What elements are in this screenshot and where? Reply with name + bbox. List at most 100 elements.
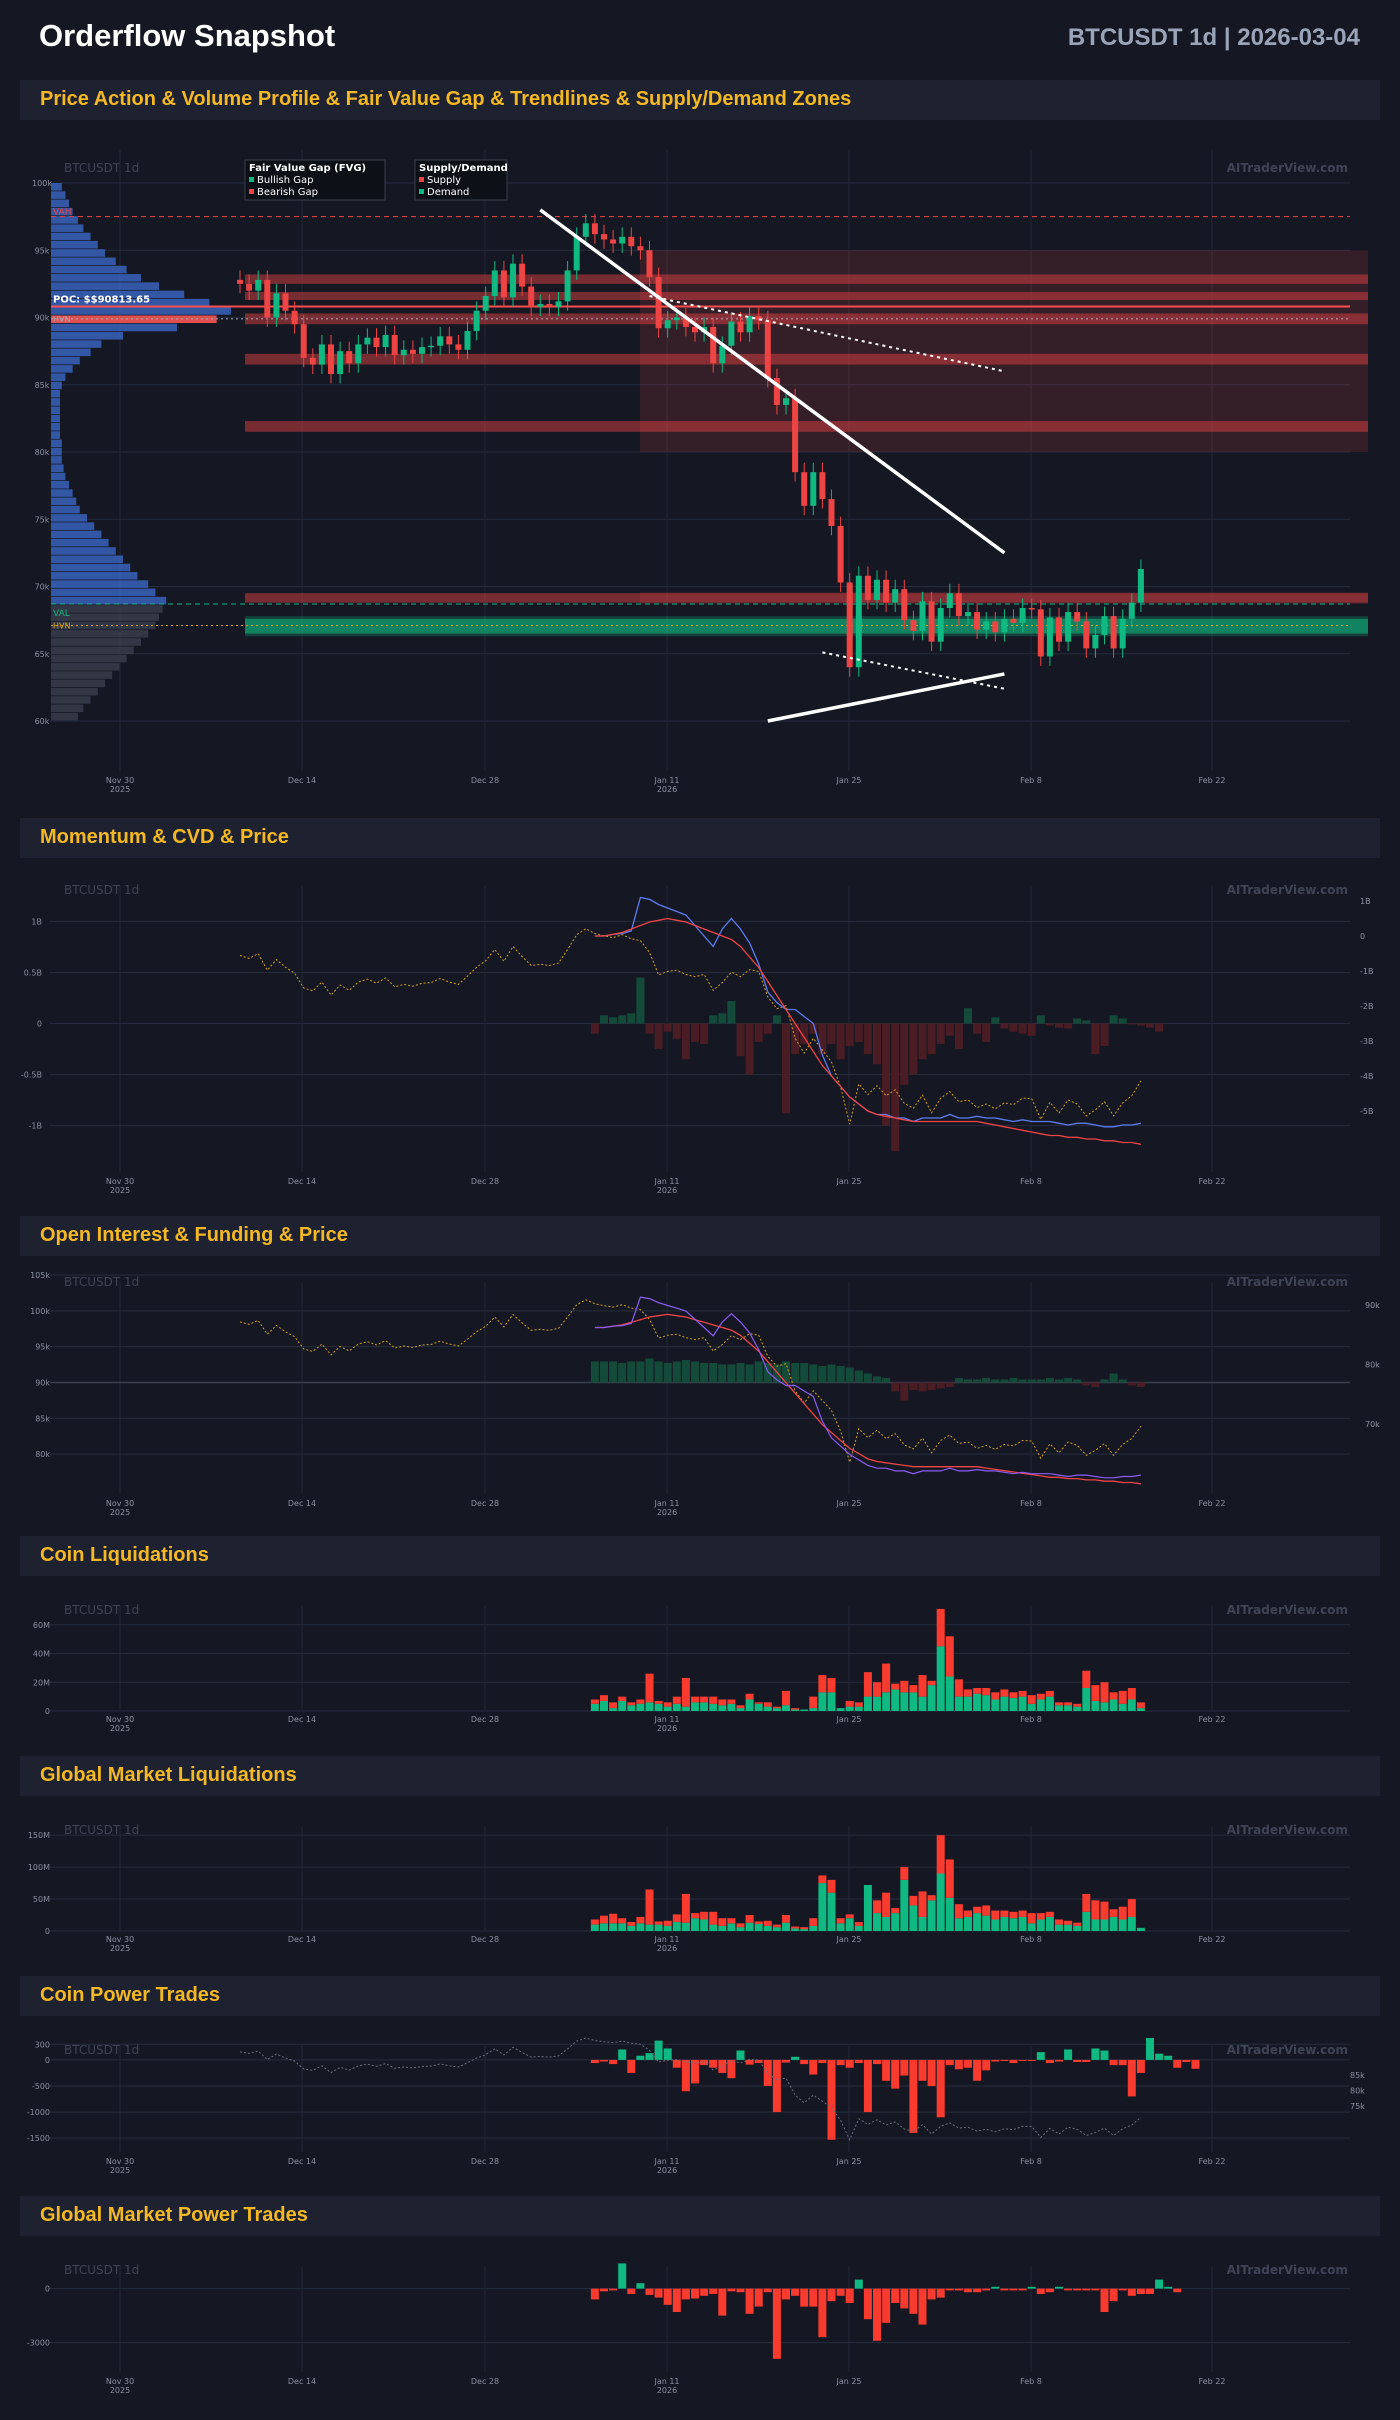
- power-trade-bar: [1118, 2288, 1127, 2291]
- volume-profile-bar: [51, 216, 78, 224]
- x-tick-label: Jan 25: [835, 776, 861, 785]
- x-tick-year: 2025: [110, 785, 130, 794]
- long-liq-bar: [1055, 1924, 1063, 1931]
- supply-zone: [640, 591, 1368, 604]
- short-liq-bar: [882, 1892, 891, 1917]
- long-liq-bar: [1127, 1916, 1136, 1931]
- short-liq-bar: [727, 1699, 736, 1704]
- funding-bar: [973, 1379, 982, 1383]
- power-trade-bar: [1127, 2059, 1136, 2097]
- short-liq-bar: [1118, 1906, 1127, 1920]
- short-liq-bar: [700, 1911, 709, 1920]
- power-trade-bar: [1091, 2048, 1100, 2060]
- y-tick-label: 95k: [35, 1343, 50, 1352]
- power-trade-bar: [718, 2288, 727, 2316]
- price-chart[interactable]: BTCUSDT 1d AITraderView.com 60k 65k 70k 75k 80…: [20, 130, 1380, 810]
- volume-profile-bar: [51, 431, 60, 439]
- x-tick-label: Feb 22: [1199, 1935, 1226, 1944]
- y-tick-label: -1500: [27, 2134, 50, 2143]
- funding-bar: [800, 1362, 809, 1383]
- candle-body: [628, 236, 635, 247]
- power-trade-bar: [827, 2288, 836, 2302]
- x-tick-label: Feb 22: [1199, 2377, 1226, 2386]
- candle-body: [637, 246, 644, 251]
- long-liq-bar: [681, 1706, 690, 1711]
- long-liq-bar: [672, 1703, 681, 1711]
- momentum-bar: [763, 1023, 772, 1034]
- volume-profile-bar: [51, 480, 69, 489]
- watermark-brand: AITraderView.com: [1227, 2043, 1348, 2057]
- power-trade-bar: [936, 2059, 945, 2118]
- short-liq-bar: [691, 1913, 699, 1919]
- short-liq-bar: [800, 1927, 809, 1930]
- volume-profile-bar: [51, 489, 73, 497]
- momentum-bar: [936, 1023, 945, 1044]
- power-trade-bar: [609, 2059, 618, 2065]
- oi-chart[interactable]: BTCUSDT 1d AITraderView.com 80k 85k 90k 95k 10…: [20, 1262, 1380, 1532]
- coin-power-panel[interactable]: BTCUSDT 1d AITraderView.com -1500 -1000 -500…: [20, 2026, 1380, 2196]
- y-tick-label: 50M: [33, 1895, 50, 1904]
- coin-liq-chart[interactable]: BTCUSDT 1d AITraderView.com 0 20M 40M 60M Nov …: [20, 1586, 1380, 1756]
- funding-bar: [1045, 1377, 1054, 1383]
- short-liq-bar: [609, 1913, 618, 1924]
- y-tick-label: 1B: [31, 917, 42, 926]
- funding-bar: [700, 1362, 709, 1383]
- power-trade-bar: [791, 2288, 800, 2296]
- short-liq-bar: [645, 1889, 654, 1925]
- volume-profile-bar: [51, 274, 141, 282]
- long-liq-bar: [609, 1923, 618, 1931]
- volume-profile-bar: [51, 580, 149, 588]
- momentum-panel[interactable]: BTCUSDT 1d AITraderView.com -1B -0.5B 0 0.5B 1…: [20, 866, 1380, 1216]
- coin-power-chart[interactable]: BTCUSDT 1d AITraderView.com -1500 -1000 -500…: [20, 2026, 1380, 2196]
- power-trade-bar: [1018, 2059, 1027, 2061]
- long-liq-bar: [982, 1695, 991, 1711]
- coin-liq-panel[interactable]: BTCUSDT 1d AITraderView.com 0 20M 40M 60M Nov …: [20, 1586, 1380, 1756]
- power-trade-bar: [836, 2288, 845, 2296]
- x-tick-label: Feb 8: [1020, 2377, 1042, 2386]
- price-overlay-line: [239, 928, 1142, 1125]
- y-tick-label: -1B: [29, 1122, 42, 1131]
- funding-bar: [1118, 1379, 1127, 1383]
- short-liq-bar: [991, 1910, 1000, 1920]
- long-liq-bar: [1100, 1919, 1109, 1931]
- section-header-momentum: Momentum & CVD & Price: [20, 818, 1380, 858]
- power-trade-bar: [836, 2059, 845, 2066]
- volume-profile-bar: [51, 572, 138, 580]
- power-trade-bar: [1064, 2049, 1073, 2060]
- global-liq-chart[interactable]: BTCUSDT 1d AITraderView.com050M100M150MNo…: [20, 1806, 1380, 1976]
- short-liq-bar: [718, 1699, 727, 1706]
- candle-body: [710, 326, 717, 364]
- momentum-bar: [1100, 1023, 1109, 1046]
- global-liq-panel[interactable]: BTCUSDT 1d AITraderView.com 0 50M 100M 150M No…: [20, 1806, 1380, 1976]
- funding-bar: [709, 1362, 718, 1383]
- momentum-bar: [681, 1023, 690, 1060]
- section-title-coin-liq: Coin Liquidations: [40, 1544, 209, 1566]
- short-liq-bar: [818, 1675, 827, 1693]
- y-tick-label: 65k: [35, 650, 50, 659]
- candle-body: [510, 263, 516, 298]
- global-power-panel[interactable]: BTCUSDT 1d AITraderView.com -3000 0 Nov 30 20…: [20, 2246, 1380, 2416]
- candle-body: [983, 621, 990, 630]
- fvg-legend-bull: Bullish Gap: [257, 175, 313, 186]
- short-liq-bar: [1064, 1920, 1073, 1925]
- long-liq-bar: [782, 1922, 790, 1931]
- short-liq-bar: [936, 1835, 945, 1874]
- long-liq-bar: [900, 1879, 909, 1931]
- x-tick-label: Dec 14: [288, 1935, 316, 1944]
- funding-bar: [1091, 1382, 1100, 1387]
- oi-panel[interactable]: BTCUSDT 1d AITraderView.com 80k 85k 90k 95k 10…: [20, 1262, 1380, 1532]
- fvg-bearish: [245, 593, 1368, 603]
- power-trade-bar: [1009, 2059, 1018, 2064]
- symbol-date: BTCUSDT 1d | 2026-03-04: [1067, 24, 1360, 51]
- candle-body: [300, 324, 307, 358]
- poc-label: POC: $$90813.65: [53, 295, 150, 306]
- price-panel[interactable]: BTCUSDT 1d AITraderView.com 60k 65k 70k 75k 80…: [20, 130, 1380, 810]
- x-tick-label: Jan 11: [653, 2157, 679, 2166]
- funding-bar: [1000, 1379, 1009, 1383]
- candle-body: [801, 472, 808, 506]
- short-liq-bar: [709, 1911, 718, 1925]
- power-trade-bar: [1100, 2050, 1109, 2060]
- momentum-chart[interactable]: BTCUSDT 1d AITraderView.com -1B -0.5B 0 0.5B 1…: [20, 866, 1380, 1216]
- short-liq-bar: [1055, 1919, 1063, 1925]
